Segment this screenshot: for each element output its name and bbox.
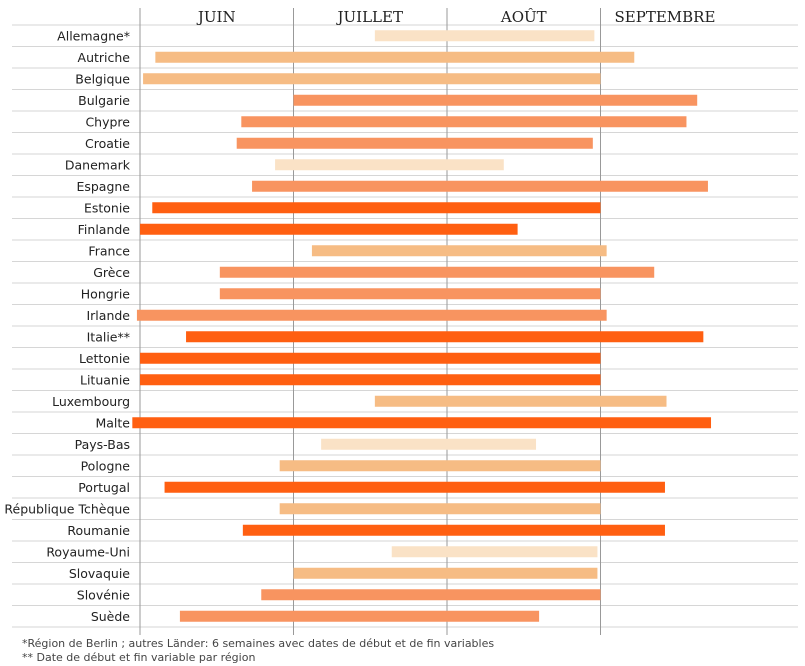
country-label: Espagne	[76, 179, 130, 194]
bar	[252, 180, 708, 192]
country-label: Estonie	[84, 200, 130, 215]
country-label: Pologne	[81, 458, 131, 473]
bar	[143, 73, 601, 85]
bar	[391, 546, 598, 558]
bar	[293, 567, 598, 579]
country-labels: Allemagne* Autriche Belgique Bulgarie Chypre…	[4, 28, 130, 624]
bar	[140, 374, 601, 386]
bar	[140, 223, 518, 235]
month-label: JUILLET	[336, 8, 403, 26]
country-label: Portugal	[78, 480, 130, 495]
bar	[219, 288, 601, 300]
bar	[140, 352, 601, 364]
bar	[293, 94, 698, 106]
bar	[179, 610, 540, 622]
bar	[279, 503, 601, 515]
country-label: Royaume-Uni	[46, 544, 130, 559]
country-label: Belgique	[75, 71, 130, 86]
country-label: Finlande	[78, 222, 131, 237]
bars	[132, 30, 712, 622]
month-label: SEPTEMBRE	[615, 8, 716, 26]
bar	[236, 137, 593, 149]
country-label: Lettonie	[79, 351, 130, 366]
footnote-2: ** Date de début et fin variable par rég…	[22, 651, 256, 664]
country-label: Bulgarie	[78, 93, 130, 108]
bar	[321, 438, 537, 450]
footnote-1: *Région de Berlin ; autres Länder: 6 sem…	[22, 637, 495, 650]
country-label: Croatie	[85, 136, 130, 151]
month-header: JUIN JUILLET AOÛT SEPTEMBRE	[196, 8, 716, 26]
country-label: Malte	[95, 415, 130, 430]
bar	[261, 589, 601, 601]
country-label: Pays-Bas	[75, 437, 130, 452]
country-label: Grèce	[93, 265, 130, 280]
bar	[132, 417, 712, 429]
country-label: Italie**	[87, 329, 130, 344]
bar	[275, 159, 504, 171]
bar	[155, 51, 635, 63]
country-label: Slovaquie	[69, 566, 130, 581]
country-label: Roumanie	[67, 523, 130, 538]
gantt-chart: JUIN JUILLET AOÛT SEPTEMBRE Allemagne* Autri…	[4, 8, 798, 635]
bar	[136, 309, 607, 321]
bar	[241, 116, 687, 128]
bar	[242, 524, 665, 536]
bar	[374, 30, 595, 42]
bar	[311, 245, 607, 257]
country-label: Chypre	[85, 114, 130, 129]
bar	[219, 266, 655, 278]
bar	[186, 331, 704, 343]
country-label: Danemark	[65, 157, 131, 172]
country-label: Slovénie	[77, 587, 131, 602]
bar	[164, 481, 665, 493]
country-label: Suède	[91, 609, 130, 624]
country-label: Hongrie	[81, 286, 131, 301]
country-label: Irlande	[86, 308, 130, 323]
month-label: AOÛT	[500, 8, 547, 26]
country-label: Lituanie	[80, 372, 130, 387]
country-label: France	[88, 243, 130, 258]
bar	[152, 202, 601, 214]
grid-lines	[12, 8, 798, 635]
country-label: Luxembourg	[52, 394, 130, 409]
country-label: Autriche	[78, 50, 131, 65]
bar	[374, 395, 667, 407]
bar	[279, 460, 601, 472]
country-label: Allemagne*	[57, 28, 130, 43]
month-label: JUIN	[196, 8, 236, 26]
country-label: République Tchèque	[4, 501, 130, 516]
